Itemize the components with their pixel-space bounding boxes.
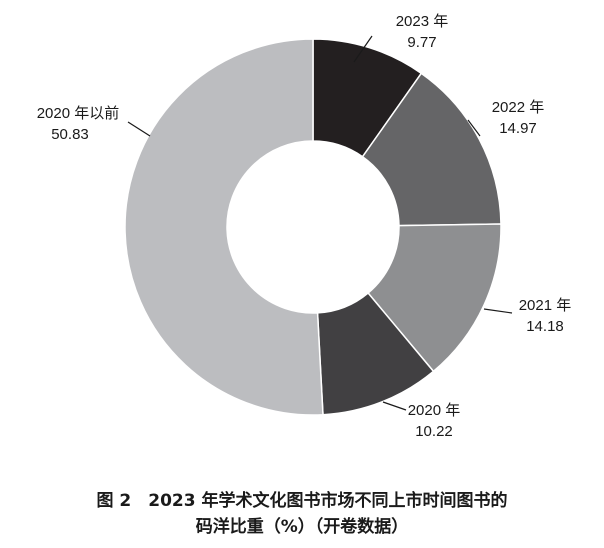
leader-line-before-2020 (127, 121, 151, 137)
donut-slice-before-2020 (124, 38, 324, 416)
slice-labels: 2023 年 9.77 2022 年 14.97 2021 年 14.18 20… (37, 13, 572, 440)
donut-slice-2022 (361, 72, 502, 227)
slice-label-2023: 2023 年 (396, 13, 449, 30)
donut-slices (124, 38, 502, 416)
slice-value-before-2020: 50.83 (51, 126, 89, 143)
figure-caption-line-2: 码洋比重（%）（开卷数据） (195, 517, 409, 537)
slice-label-2020: 2020 年 (408, 402, 461, 419)
slice-label-2022: 2022 年 (492, 99, 545, 116)
figure-caption-line-1: 图 2 2023 年学术文化图书市场不同上市时间图书的 (96, 491, 508, 511)
slice-label-2021: 2021 年 (519, 297, 572, 314)
leader-line-2022 (467, 119, 481, 137)
leader-lines (127, 35, 513, 411)
donut-slice-2021 (367, 223, 502, 373)
leader-line-2020 (382, 401, 407, 411)
slice-value-2021: 14.18 (526, 318, 564, 335)
leader-line-2023 (353, 35, 373, 63)
slice-label-before-2020: 2020 年以前 (37, 105, 120, 122)
slice-value-2022: 14.97 (499, 120, 537, 137)
leader-line-2021 (483, 308, 513, 314)
slice-value-2020: 10.22 (415, 423, 453, 440)
slice-value-2023: 9.77 (407, 34, 436, 51)
